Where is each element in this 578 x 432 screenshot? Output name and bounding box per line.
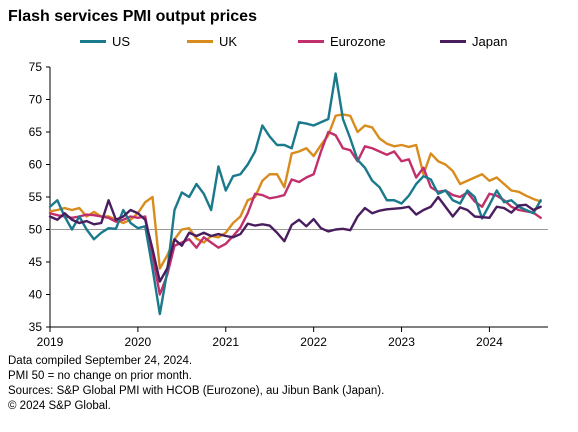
y-tick-label-75: 75 — [29, 60, 43, 74]
note-copyright: © 2024 S&P Global. — [8, 400, 111, 412]
y-tick-label-35: 35 — [29, 320, 43, 334]
x-tick-label-2024: 2024 — [476, 335, 503, 349]
legend-label-eurozone: Eurozone — [330, 34, 386, 49]
note-pmi-definition: PMI 50 = no change on prior month. — [8, 370, 192, 382]
legend-item-us: US — [80, 34, 130, 49]
series-line-eurozone — [48, 130, 542, 296]
y-tick-label-70: 70 — [29, 93, 43, 107]
series-line-japan — [48, 195, 542, 283]
note-compiled: Data compiled September 24, 2024. — [8, 355, 193, 367]
legend-label-uk: UK — [219, 34, 238, 49]
legend-label-japan: Japan — [472, 34, 508, 49]
x-tick-label-2019: 2019 — [37, 335, 64, 349]
y-tick-label-45: 45 — [29, 255, 43, 269]
series-line-us — [48, 72, 542, 316]
note-sources: Sources: S&P Global PMI with HCOB (Euroz… — [8, 385, 385, 397]
legend: US UK Eurozone Japan — [0, 34, 578, 54]
y-tick-label-50: 50 — [29, 223, 43, 237]
x-tick-label-2020: 2020 — [125, 335, 152, 349]
y-tick-label-40: 40 — [29, 288, 43, 302]
x-tick-label-2022: 2022 — [300, 335, 327, 349]
series-line-uk — [48, 113, 542, 270]
legend-item-eurozone: Eurozone — [298, 34, 386, 49]
legend-swatch-uk — [187, 40, 213, 43]
x-tick-label-2021: 2021 — [212, 335, 239, 349]
y-tick-label-60: 60 — [29, 158, 43, 172]
legend-swatch-eurozone — [298, 40, 324, 43]
legend-item-japan: Japan — [440, 34, 507, 49]
legend-label-us: US — [112, 34, 131, 49]
legend-swatch-japan — [440, 40, 466, 43]
legend-swatch-us — [80, 40, 106, 43]
x-tick-label-2023: 2023 — [388, 335, 415, 349]
source-notes: Data compiled September 24, 2024. PMI 50… — [8, 354, 384, 414]
y-tick-label-55: 55 — [29, 190, 43, 204]
legend-item-uk: UK — [187, 34, 237, 49]
y-tick-label-65: 65 — [29, 125, 43, 139]
chart-title: Flash services PMI output prices — [8, 8, 257, 25]
